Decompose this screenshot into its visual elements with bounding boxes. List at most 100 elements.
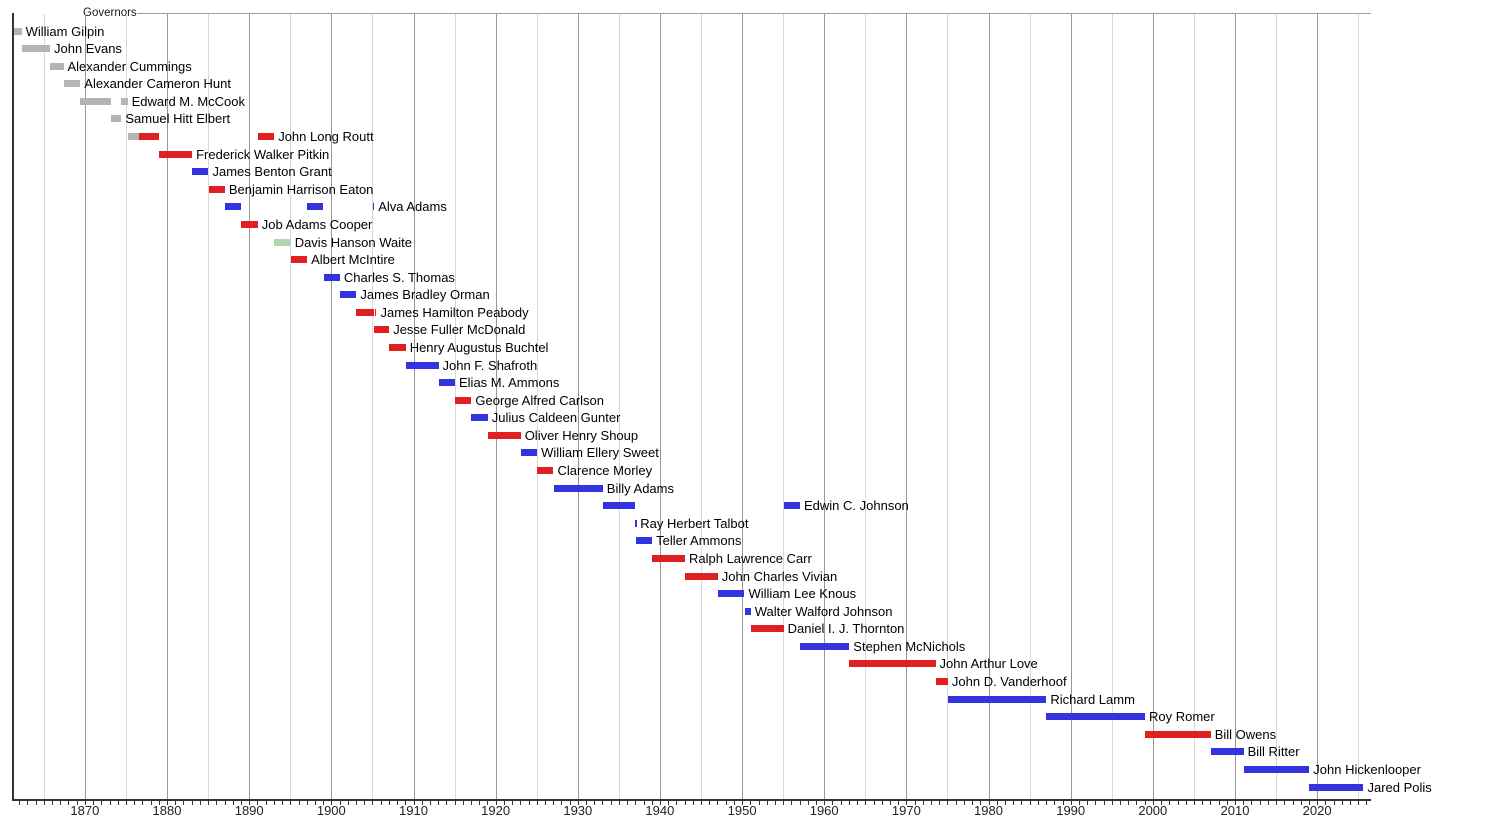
axis-tick — [27, 801, 29, 805]
term-bar — [274, 238, 291, 246]
axis-year-label-1930: 1930 — [563, 803, 593, 818]
axis-tick — [331, 801, 333, 805]
axis-tick — [1013, 801, 1015, 805]
axis-tick — [512, 801, 513, 805]
axis-tick — [421, 801, 423, 805]
axis-tick — [487, 801, 489, 805]
axis-tick — [799, 801, 801, 805]
axis-year-label-1950: 1950 — [727, 803, 757, 818]
gridline-1885 — [208, 14, 210, 799]
axis-tick — [939, 801, 941, 805]
axis-tick — [922, 801, 924, 805]
axis-year-label-1960: 1960 — [809, 803, 839, 818]
axis-tick — [438, 801, 440, 805]
term-bar — [290, 256, 308, 264]
axis-tick — [1004, 801, 1006, 805]
axis-tick — [569, 801, 571, 805]
axis-tick — [1144, 801, 1146, 805]
term-bar — [1145, 730, 1211, 738]
axis-tick — [503, 801, 505, 805]
axis-tick — [758, 801, 760, 805]
term-bar — [520, 449, 538, 457]
axis-tick — [35, 801, 37, 805]
gridline-1870 — [84, 14, 86, 799]
axis-year-label-1900: 1900 — [316, 803, 346, 818]
term-bar — [1046, 713, 1145, 721]
governor-label: John D. Vanderhoof — [951, 674, 1067, 689]
axis-tick — [544, 801, 546, 805]
axis-tick — [52, 801, 53, 805]
axis-year-label-1910: 1910 — [399, 803, 428, 818]
term-bar — [717, 590, 745, 598]
gridline-1925 — [536, 14, 538, 799]
gridline-1990 — [1070, 14, 1072, 799]
axis-tick — [963, 801, 965, 805]
gridline-1900 — [331, 14, 333, 799]
term-bar — [849, 660, 936, 668]
governor-label: Ray Herbert Talbot — [640, 515, 749, 531]
axis-tick — [783, 801, 785, 805]
axis-tick — [1111, 801, 1113, 805]
axis-tick — [1235, 801, 1236, 805]
axis-tick — [824, 801, 826, 805]
axis-tick — [454, 801, 456, 805]
axis-tick — [931, 801, 932, 805]
term-bar — [13, 27, 22, 35]
axis-tick — [429, 801, 431, 805]
axis-tick — [972, 801, 974, 805]
axis-tick — [733, 801, 735, 805]
axis-tick — [208, 801, 210, 805]
term-bar — [405, 361, 439, 369]
axis-tick — [766, 801, 768, 805]
axis-tick — [1021, 801, 1023, 805]
axis-tick — [1226, 801, 1228, 805]
governor-label: Alexander Cameron Hunt — [84, 76, 231, 92]
axis-tick — [462, 801, 464, 805]
gridline-1890 — [249, 14, 251, 799]
term-bar — [208, 185, 225, 193]
axis-tick — [380, 801, 382, 805]
governor-label: Jared Polis — [1367, 779, 1432, 795]
axis-tick — [528, 801, 530, 805]
axis-tick — [865, 801, 867, 805]
axis-tick — [265, 801, 267, 805]
gridline-1930 — [577, 14, 579, 799]
axis-tick — [914, 801, 916, 805]
axis-tick — [684, 801, 686, 805]
axis-tick — [1341, 801, 1343, 805]
governor-label: Edward M. McCook — [131, 93, 246, 109]
term-bar — [111, 115, 122, 123]
gridline-1920 — [495, 14, 497, 799]
gridline-2010 — [1235, 14, 1236, 799]
axis-tick — [60, 801, 62, 805]
title-rule — [137, 13, 1371, 14]
axis-tick — [618, 801, 620, 805]
governor-label: Daniel I. J. Thornton — [787, 621, 905, 637]
axis-tick — [848, 801, 850, 805]
governor-label: Bill Owens — [1214, 726, 1277, 742]
term-bar — [744, 607, 751, 615]
axis-tick — [857, 801, 859, 805]
term-bar — [241, 220, 258, 228]
gridline-1875 — [125, 14, 127, 799]
governor-label: Roy Romer — [1149, 709, 1215, 725]
governor-label: John Hickenlooper — [1313, 761, 1421, 777]
term-bar — [50, 62, 64, 70]
gridline-1910 — [413, 14, 415, 799]
axis-tick — [150, 801, 152, 805]
gridline-1940 — [659, 14, 661, 799]
term-bar — [935, 678, 948, 685]
governor-label: Clarence Morley — [557, 463, 653, 478]
axis-tick — [725, 801, 727, 805]
axis-tick — [906, 801, 908, 805]
axis-tick — [520, 801, 522, 805]
governor-label: Elias M. Ammons — [459, 375, 560, 391]
axis-tick — [1062, 801, 1064, 805]
gridline-1970 — [906, 14, 908, 799]
gridline-1915 — [454, 14, 456, 799]
axis-tick — [553, 801, 555, 805]
governor-label: James Bradley Orman — [360, 287, 490, 303]
governor-label: Ralph Lawrence Carr — [689, 550, 812, 566]
gridline-2000 — [1152, 14, 1154, 799]
governor-label: Teller Ammons — [656, 533, 742, 549]
